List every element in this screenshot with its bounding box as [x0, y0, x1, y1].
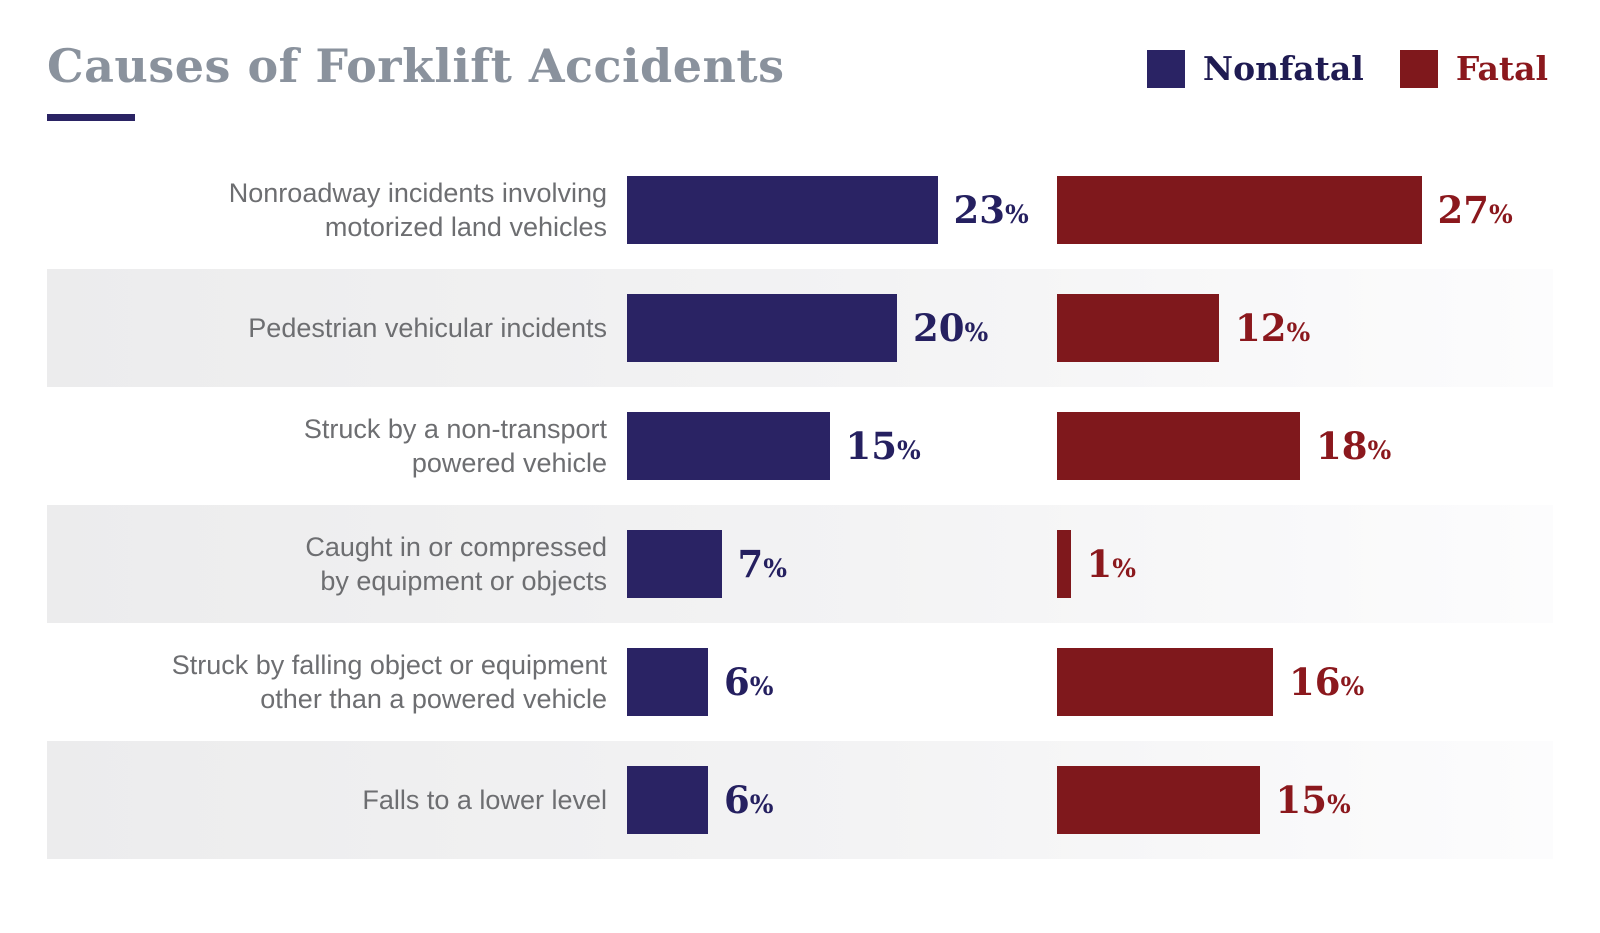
value-number: 18 — [1316, 424, 1368, 468]
bar-fatal — [1057, 530, 1071, 598]
category-label: Struck by falling object or equipment oth… — [47, 648, 607, 716]
value-percent-sign: % — [897, 436, 921, 465]
value-percent-sign: % — [964, 318, 989, 347]
category-label: Nonroadway incidents involving motorized … — [47, 176, 607, 244]
bar-chart: Nonroadway incidents involving motorized … — [47, 151, 1553, 859]
value-percent-sign: % — [749, 672, 774, 701]
category-label: Caught in or compressed by equipment or o… — [47, 530, 607, 598]
bar-area-fatal: 16% — [1057, 648, 1553, 716]
category-label-line: motorized land vehicles — [324, 212, 607, 242]
title-block: Causes of Forklift Accidents — [47, 40, 785, 121]
value-number: 16 — [1289, 660, 1341, 704]
category-label-line: powered vehicle — [411, 448, 607, 478]
legend: Nonfatal Fatal — [1146, 49, 1548, 88]
value-number: 23 — [953, 188, 1006, 232]
value-percent-sign: % — [1005, 200, 1029, 229]
chart-row: Caught in or compressed by equipment or o… — [47, 505, 1553, 623]
bar-nonfatal — [627, 766, 708, 834]
category-label-line: Nonroadway incidents involving — [228, 178, 607, 208]
chart-row: Pedestrian vehicular incidents 20% 12% — [47, 269, 1553, 387]
category-label-line: Falls to a lower level — [362, 785, 607, 815]
value-label-fatal: 16% — [1289, 660, 1364, 704]
category-label-line: Caught in or compressed — [305, 532, 607, 562]
value-percent-sign: % — [1367, 436, 1392, 465]
bar-fatal — [1057, 412, 1300, 480]
bar-area-nonfatal: 20% — [627, 294, 1037, 362]
bar-area-fatal: 18% — [1057, 412, 1553, 480]
value-percent-sign: % — [1286, 318, 1311, 347]
category-label: Pedestrian vehicular incidents — [47, 311, 607, 345]
value-percent-sign: % — [1112, 554, 1137, 583]
category-label: Struck by a non-transport powered vehicle — [47, 412, 607, 480]
bar-area-nonfatal: 6% — [627, 648, 1037, 716]
bar-fatal — [1057, 176, 1422, 244]
bar-fatal — [1057, 294, 1219, 362]
chart-row: Nonroadway incidents involving motorized … — [47, 151, 1553, 269]
value-label-nonfatal: 15% — [846, 424, 921, 468]
value-label-nonfatal: 23% — [954, 188, 1029, 232]
page-title: Causes of Forklift Accidents — [47, 39, 785, 93]
value-label-nonfatal: 6% — [724, 660, 774, 704]
value-label-fatal: 1% — [1087, 542, 1137, 586]
value-number: 15 — [1275, 778, 1328, 822]
legend-swatch-nonfatal — [1146, 50, 1185, 88]
value-number: 20 — [913, 306, 965, 350]
bar-area-fatal: 27% — [1057, 176, 1553, 244]
category-label-line: Pedestrian vehicular incidents — [248, 313, 607, 343]
category-label-line: other than a powered vehicle — [260, 684, 607, 714]
value-label-fatal: 12% — [1235, 306, 1310, 350]
value-percent-sign: % — [763, 554, 788, 583]
legend-label-fatal: Fatal — [1455, 49, 1548, 88]
value-number: 6 — [724, 660, 750, 704]
value-number: 15 — [845, 424, 898, 468]
bar-area-nonfatal: 23% — [627, 176, 1037, 244]
bar-area-nonfatal: 15% — [627, 412, 1037, 480]
value-label-nonfatal: 20% — [913, 306, 988, 350]
bar-area-fatal: 15% — [1057, 766, 1553, 834]
value-number: 27 — [1437, 188, 1490, 232]
title-accent-underline — [47, 114, 135, 121]
chart-row: Struck by a non-transport powered vehicle… — [47, 387, 1553, 505]
value-percent-sign: % — [749, 790, 774, 819]
value-number: 1 — [1086, 542, 1113, 586]
value-label-nonfatal: 6% — [724, 778, 774, 822]
value-label-nonfatal: 7% — [738, 542, 788, 586]
legend-swatch-fatal — [1399, 50, 1438, 88]
legend-label-nonfatal: Nonfatal — [1202, 49, 1364, 88]
value-number: 6 — [724, 778, 750, 822]
value-label-fatal: 15% — [1276, 778, 1351, 822]
legend-item-nonfatal: Nonfatal — [1146, 49, 1364, 88]
header: Causes of Forklift Accidents Nonfatal Fa… — [0, 0, 1600, 121]
bar-nonfatal — [627, 648, 708, 716]
bar-nonfatal — [627, 530, 722, 598]
value-percent-sign: % — [1327, 790, 1351, 819]
chart-rows: Nonroadway incidents involving motorized … — [47, 151, 1553, 859]
bar-nonfatal — [627, 176, 938, 244]
value-percent-sign: % — [1340, 672, 1365, 701]
value-number: 12 — [1235, 306, 1287, 350]
value-number: 7 — [737, 542, 764, 586]
category-label-line: Struck by falling object or equipment — [171, 650, 607, 680]
bar-area-fatal: 1% — [1057, 530, 1553, 598]
chart-row: Falls to a lower level 6% 15% — [47, 741, 1553, 859]
bar-fatal — [1057, 648, 1273, 716]
bar-area-nonfatal: 6% — [627, 766, 1037, 834]
category-label: Falls to a lower level — [47, 783, 607, 817]
legend-item-fatal: Fatal — [1399, 49, 1548, 88]
bar-area-fatal: 12% — [1057, 294, 1553, 362]
value-label-fatal: 18% — [1316, 424, 1391, 468]
bar-fatal — [1057, 766, 1260, 834]
bar-area-nonfatal: 7% — [627, 530, 1037, 598]
value-percent-sign: % — [1489, 200, 1513, 229]
chart-row: Struck by falling object or equipment oth… — [47, 623, 1553, 741]
value-label-fatal: 27% — [1438, 188, 1513, 232]
category-label-line: Struck by a non-transport — [303, 414, 607, 444]
bar-nonfatal — [627, 412, 830, 480]
category-label-line: by equipment or objects — [320, 566, 607, 596]
bar-nonfatal — [627, 294, 897, 362]
